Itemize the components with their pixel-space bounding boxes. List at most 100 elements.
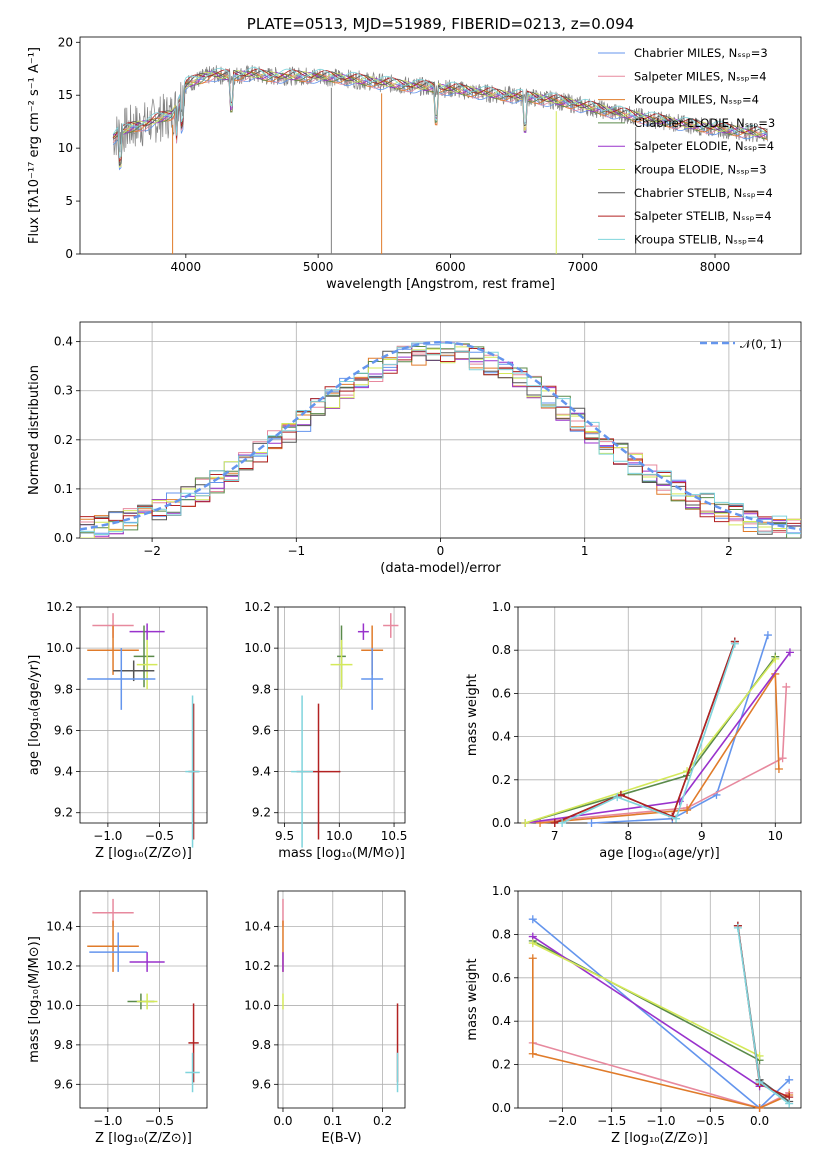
x-tick-label: 0.1 bbox=[323, 1114, 342, 1128]
x-axis-label: Z [log₁₀(Z/Z⊙)] bbox=[95, 846, 192, 861]
y-tick-label: 1.0 bbox=[492, 884, 511, 898]
x-axis-label: wavelength [Angstrom, rest frame] bbox=[326, 277, 555, 292]
axes-frame bbox=[517, 890, 802, 1109]
y-tick-label: 0.4 bbox=[492, 1014, 511, 1028]
y-tick-label: 0.2 bbox=[492, 773, 511, 787]
series-line bbox=[525, 651, 791, 824]
y-tick-label: 9.8 bbox=[252, 1038, 271, 1052]
y-tick-label: 0.8 bbox=[492, 927, 511, 941]
series-marker bbox=[528, 1049, 537, 1058]
series-marker bbox=[521, 819, 530, 827]
axes-frame bbox=[79, 890, 208, 1109]
series-marker bbox=[733, 923, 742, 932]
series-marker bbox=[558, 819, 567, 827]
y-tick-label: 0.6 bbox=[492, 686, 511, 700]
series-marker bbox=[763, 631, 772, 640]
x-tick-label: −2.0 bbox=[548, 1114, 577, 1128]
x-tick-label: −0.5 bbox=[145, 1114, 174, 1128]
series-marker bbox=[550, 819, 559, 827]
x-tick-label: 10.5 bbox=[381, 829, 408, 843]
axes-frame bbox=[79, 321, 802, 539]
series-marker bbox=[778, 754, 787, 763]
x-tick-label: 4000 bbox=[171, 260, 202, 274]
x-tick-label: −1.0 bbox=[93, 829, 122, 843]
series-marker bbox=[528, 915, 537, 924]
y-tick-label: 0.8 bbox=[492, 643, 511, 657]
x-axis-label: E(B-V) bbox=[321, 1131, 361, 1146]
x-tick-label: 0 bbox=[437, 544, 445, 558]
series-line bbox=[525, 658, 776, 824]
legend-entry: Kroupa ELODIE, Nₛₛₚ=3 bbox=[634, 163, 767, 177]
y-tick-label: 10.4 bbox=[46, 920, 73, 934]
age-vs-mass-panel: 9.5 10.0 10.5 9.2 9.4 9.6 9.8 10.0 10.2 mass [log… bbox=[244, 600, 407, 861]
x-axis-label: Z [log₁₀(Z/Z⊙)] bbox=[611, 1131, 708, 1146]
mass-vs-Z-panel: −1.0 −0.5 9.6 9.8 10.0 10.2 10.4 Z [log₁₀(Z/Z⊙)… bbox=[27, 890, 208, 1146]
series-marker bbox=[755, 1077, 764, 1086]
y-tick-label: 15 bbox=[58, 88, 73, 102]
y-tick-label: 9.8 bbox=[54, 1038, 73, 1052]
model-spectrum-line bbox=[112, 66, 768, 159]
axes-frame bbox=[277, 606, 406, 824]
series-line bbox=[531, 958, 790, 1109]
y-tick-label: 10.2 bbox=[244, 959, 271, 973]
mass-vs-EBV-panel: 0.0 0.1 0.2 9.6 9.8 10.0 10.2 10.4 E(B-V) bbox=[244, 890, 406, 1146]
x-tick-label: 8000 bbox=[700, 260, 731, 274]
series-marker bbox=[782, 682, 791, 691]
x-tick-label: −0.5 bbox=[145, 829, 174, 843]
normal-curve bbox=[80, 340, 801, 531]
histogram-group bbox=[80, 340, 801, 538]
y-axis-label: mass weight bbox=[465, 674, 480, 756]
x-tick-label: −1.0 bbox=[93, 1114, 122, 1128]
x-tick-label: 2 bbox=[725, 544, 733, 558]
x-tick-label: 10 bbox=[768, 829, 783, 843]
y-tick-label: 10.4 bbox=[244, 920, 271, 934]
y-tick-label: 10.0 bbox=[244, 998, 271, 1012]
series-line bbox=[554, 641, 736, 824]
x-tick-label: −1.5 bbox=[597, 1114, 626, 1128]
x-tick-label: 7 bbox=[551, 829, 559, 843]
y-tick-label: 0.6 bbox=[492, 971, 511, 985]
series-line bbox=[525, 686, 788, 824]
y-tick-label: 10.0 bbox=[46, 998, 73, 1012]
y-tick-label: 10.2 bbox=[46, 959, 73, 973]
x-axis-label: (data-model)/error bbox=[380, 561, 501, 576]
axes-frame bbox=[517, 606, 802, 824]
model-spectrum-line bbox=[112, 71, 768, 163]
series-marker bbox=[672, 814, 681, 823]
legend-entry: Salpeter MILES, Nₛₛₚ=4 bbox=[634, 69, 767, 83]
series-marker bbox=[613, 793, 622, 802]
y-tick-label: 0 bbox=[65, 247, 73, 261]
chart-title: PLATE=0513, MJD=51989, FIBERID=0213, z=0… bbox=[247, 15, 634, 33]
series-line bbox=[540, 671, 780, 824]
y-tick-label: 0.0 bbox=[492, 1101, 511, 1115]
y-tick-label: 0.4 bbox=[492, 730, 511, 744]
histogram-step bbox=[80, 348, 801, 532]
y-tick-label: 9.6 bbox=[54, 723, 73, 737]
y-tick-label: 0.0 bbox=[54, 531, 73, 545]
y-tick-label: 0.3 bbox=[54, 384, 73, 398]
y-axis-label: mass [log₁₀(M/M⊙)] bbox=[27, 936, 42, 1063]
mass-weight-vs-age-panel: 7 8 9 10 0.0 0.2 0.4 0.6 0.8 1.0 age [log₁₀(age/yr… bbox=[465, 600, 802, 861]
mass-weight-vs-Z-panel: −2.0 −1.5 −1.0 −0.5 0.0 0.0 0.2 0.4 0.6 0.8 1.0 Z [… bbox=[465, 884, 802, 1146]
series-line bbox=[525, 656, 776, 824]
y-tick-label: 1.0 bbox=[492, 600, 511, 614]
x-tick-label: 9 bbox=[698, 829, 706, 843]
x-tick-label: −2 bbox=[143, 544, 161, 558]
y-tick-label: 5 bbox=[65, 194, 73, 208]
y-tick-label: 0.0 bbox=[492, 816, 511, 830]
x-tick-label: 5000 bbox=[303, 260, 334, 274]
y-tick-label: 0.1 bbox=[54, 482, 73, 496]
y-tick-label: 9.8 bbox=[54, 682, 73, 696]
y-tick-label: 9.4 bbox=[252, 765, 271, 779]
series-line bbox=[591, 634, 769, 824]
axes-frame bbox=[277, 890, 406, 1109]
y-tick-label: 0.4 bbox=[54, 335, 73, 349]
y-tick-label: 10.0 bbox=[244, 641, 271, 655]
x-axis-label: mass [log₁₀(M/M⊙)] bbox=[278, 846, 405, 861]
series-marker bbox=[683, 806, 692, 815]
y-tick-label: 0.2 bbox=[492, 1058, 511, 1072]
y-axis-label: mass weight bbox=[465, 958, 480, 1040]
legend-entry: 𝒩(0, 1) bbox=[740, 337, 782, 351]
legend-entry: Salpeter STELIB, Nₛₛₚ=4 bbox=[634, 209, 772, 223]
